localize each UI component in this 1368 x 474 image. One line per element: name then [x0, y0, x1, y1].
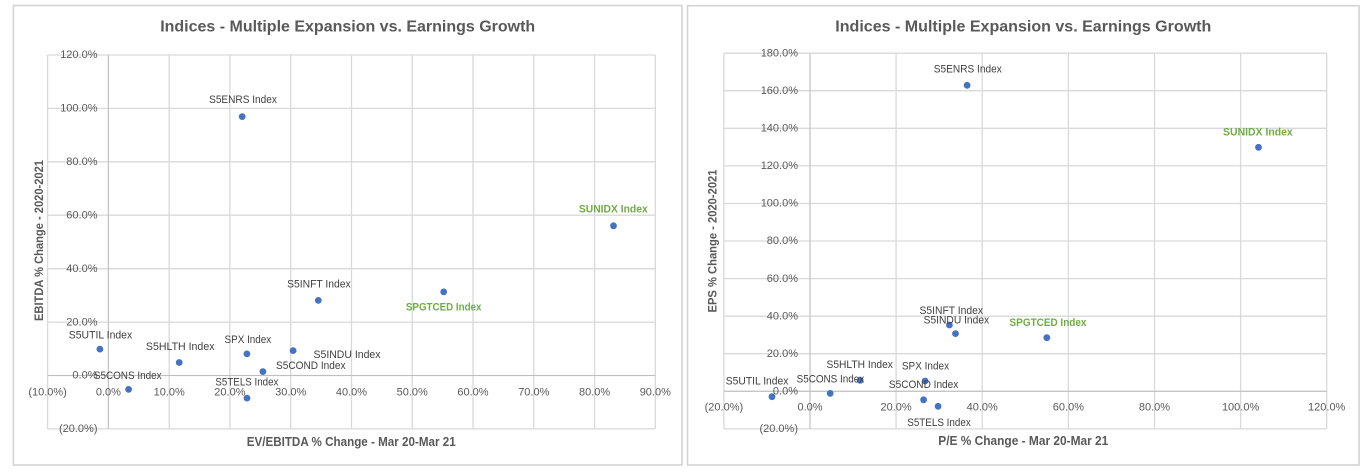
svg-text:80.0%: 80.0%: [767, 235, 798, 247]
svg-text:S5INDU Index: S5INDU Index: [924, 314, 990, 326]
svg-text:60.0%: 60.0%: [1053, 401, 1084, 413]
svg-text:90.0%: 90.0%: [640, 386, 671, 398]
svg-text:S5COND Index: S5COND Index: [276, 360, 346, 372]
svg-text:120.0%: 120.0%: [761, 160, 799, 172]
svg-text:S5HLTH Index: S5HLTH Index: [827, 359, 894, 371]
svg-text:S5UTIL Index: S5UTIL Index: [726, 375, 789, 387]
svg-text:S5TELS Index: S5TELS Index: [215, 376, 278, 388]
svg-text:Indices - Multiple Expansion v: Indices - Multiple Expansion vs. Earning…: [160, 18, 535, 35]
svg-text:(20.0%): (20.0%): [759, 423, 798, 435]
svg-text:100.0%: 100.0%: [60, 103, 98, 115]
svg-text:EBITDA % Change - 2020-2021: EBITDA % Change - 2020-2021: [32, 160, 46, 321]
svg-text:40.0%: 40.0%: [66, 263, 97, 275]
svg-text:60.0%: 60.0%: [457, 386, 488, 398]
svg-text:S5HLTH Index: S5HLTH Index: [146, 341, 215, 353]
svg-text:EV/EBITDA % Change - Mar 20-Ma: EV/EBITDA % Change - Mar 20-Mar 21: [247, 434, 456, 449]
svg-text:180.0%: 180.0%: [761, 47, 799, 59]
svg-text:(10.0%): (10.0%): [28, 386, 67, 398]
svg-text:S5CONS Index: S5CONS Index: [94, 370, 162, 382]
svg-text:(20.0%): (20.0%): [59, 423, 98, 435]
svg-text:100.0%: 100.0%: [1222, 401, 1260, 413]
svg-text:10.0%: 10.0%: [154, 386, 185, 398]
svg-text:160.0%: 160.0%: [761, 85, 799, 97]
svg-text:20.0%: 20.0%: [66, 316, 97, 328]
svg-text:S5ENRS Index: S5ENRS Index: [209, 94, 277, 106]
svg-text:S5INFT Index: S5INFT Index: [287, 278, 351, 290]
svg-text:0.0%: 0.0%: [96, 386, 121, 398]
svg-text:60.0%: 60.0%: [66, 209, 97, 221]
svg-text:SUNIDX Index: SUNIDX Index: [579, 204, 649, 216]
svg-text:SPX Index: SPX Index: [902, 361, 950, 373]
svg-text:80.0%: 80.0%: [66, 156, 97, 168]
svg-text:140.0%: 140.0%: [761, 123, 799, 135]
svg-text:EPS % Change - 2020-2021: EPS % Change - 2020-2021: [706, 169, 720, 312]
svg-text:0.0%: 0.0%: [72, 370, 97, 382]
svg-text:S5CONS Index: S5CONS Index: [797, 373, 865, 385]
svg-text:20.0%: 20.0%: [880, 401, 911, 413]
svg-text:100.0%: 100.0%: [761, 198, 799, 210]
svg-text:30.0%: 30.0%: [275, 386, 306, 398]
svg-text:(20.0%): (20.0%): [705, 401, 744, 413]
svg-text:SPGTCED Index: SPGTCED Index: [406, 302, 482, 314]
svg-text:SPGTCED Index: SPGTCED Index: [1010, 317, 1088, 329]
svg-text:50.0%: 50.0%: [397, 386, 428, 398]
svg-text:60.0%: 60.0%: [767, 273, 798, 285]
svg-text:SPX Index: SPX Index: [225, 334, 272, 346]
svg-text:40.0%: 40.0%: [767, 310, 798, 322]
svg-text:S5INDU Index: S5INDU Index: [314, 349, 381, 361]
svg-text:0.0%: 0.0%: [773, 386, 798, 398]
svg-text:20.0%: 20.0%: [767, 348, 798, 360]
svg-text:S5TELS Index: S5TELS Index: [907, 417, 971, 429]
svg-text:P/E % Change - Mar 20-Mar 21: P/E % Change - Mar 20-Mar 21: [938, 433, 1108, 448]
svg-text:70.0%: 70.0%: [518, 386, 549, 398]
svg-text:20.0%: 20.0%: [214, 386, 245, 398]
svg-text:80.0%: 80.0%: [1139, 401, 1170, 413]
svg-text:S5UTIL Index: S5UTIL Index: [69, 330, 133, 342]
svg-text:0.0%: 0.0%: [797, 401, 822, 413]
svg-text:80.0%: 80.0%: [579, 386, 610, 398]
svg-text:40.0%: 40.0%: [967, 401, 998, 413]
svg-text:S5INFT Index: S5INFT Index: [920, 305, 984, 317]
svg-text:40.0%: 40.0%: [336, 386, 367, 398]
svg-text:120.0%: 120.0%: [1308, 401, 1346, 413]
svg-text:SUNIDX Index: SUNIDX Index: [1223, 127, 1294, 139]
svg-text:Indices - Multiple Expansion v: Indices - Multiple Expansion vs. Earning…: [835, 18, 1211, 35]
svg-text:S5COND Index: S5COND Index: [889, 379, 959, 391]
svg-text:S5ENRS Index: S5ENRS Index: [934, 63, 1002, 75]
svg-text:120.0%: 120.0%: [60, 49, 98, 61]
